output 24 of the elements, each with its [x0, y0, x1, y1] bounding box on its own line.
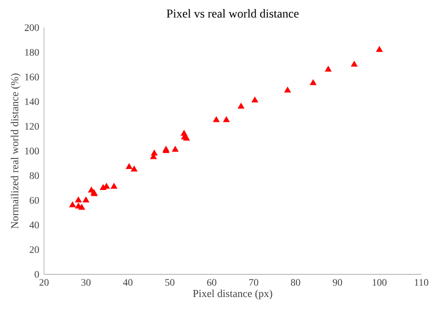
- x-tick-label: 60: [207, 279, 216, 286]
- x-tick-label: 50: [165, 279, 174, 286]
- y-tick-label: 180: [25, 48, 39, 56]
- y-axis-title: Normailized real world distance (%): [10, 74, 20, 229]
- y-tick-label: 160: [25, 74, 39, 80]
- y-tick-label: 20: [30, 246, 39, 254]
- x-tick-label: 20: [39, 279, 49, 286]
- y-tick-label: 60: [30, 196, 39, 204]
- chart-title: Pixel vs real world distance: [166, 9, 299, 18]
- x-tick-label: 90: [332, 279, 342, 286]
- x-tick-label: 110: [414, 279, 428, 286]
- y-tick-label: 0: [34, 270, 39, 278]
- x-tick-label: 70: [249, 279, 258, 286]
- y-tick-label: 140: [25, 98, 39, 106]
- y-tick-label: 100: [25, 148, 39, 154]
- x-tick-label: 30: [81, 279, 91, 286]
- x-tick-label: 40: [123, 279, 132, 286]
- y-tick-label: 120: [25, 122, 39, 130]
- y-tick-label: 200: [24, 24, 39, 32]
- y-tick-label: 80: [30, 172, 39, 180]
- x-axis-title: Pixel distance (px): [192, 290, 272, 300]
- y-tick-label: 40: [29, 222, 39, 228]
- x-tick-label: 80: [290, 279, 300, 286]
- x-tick-label: 100: [372, 279, 387, 286]
